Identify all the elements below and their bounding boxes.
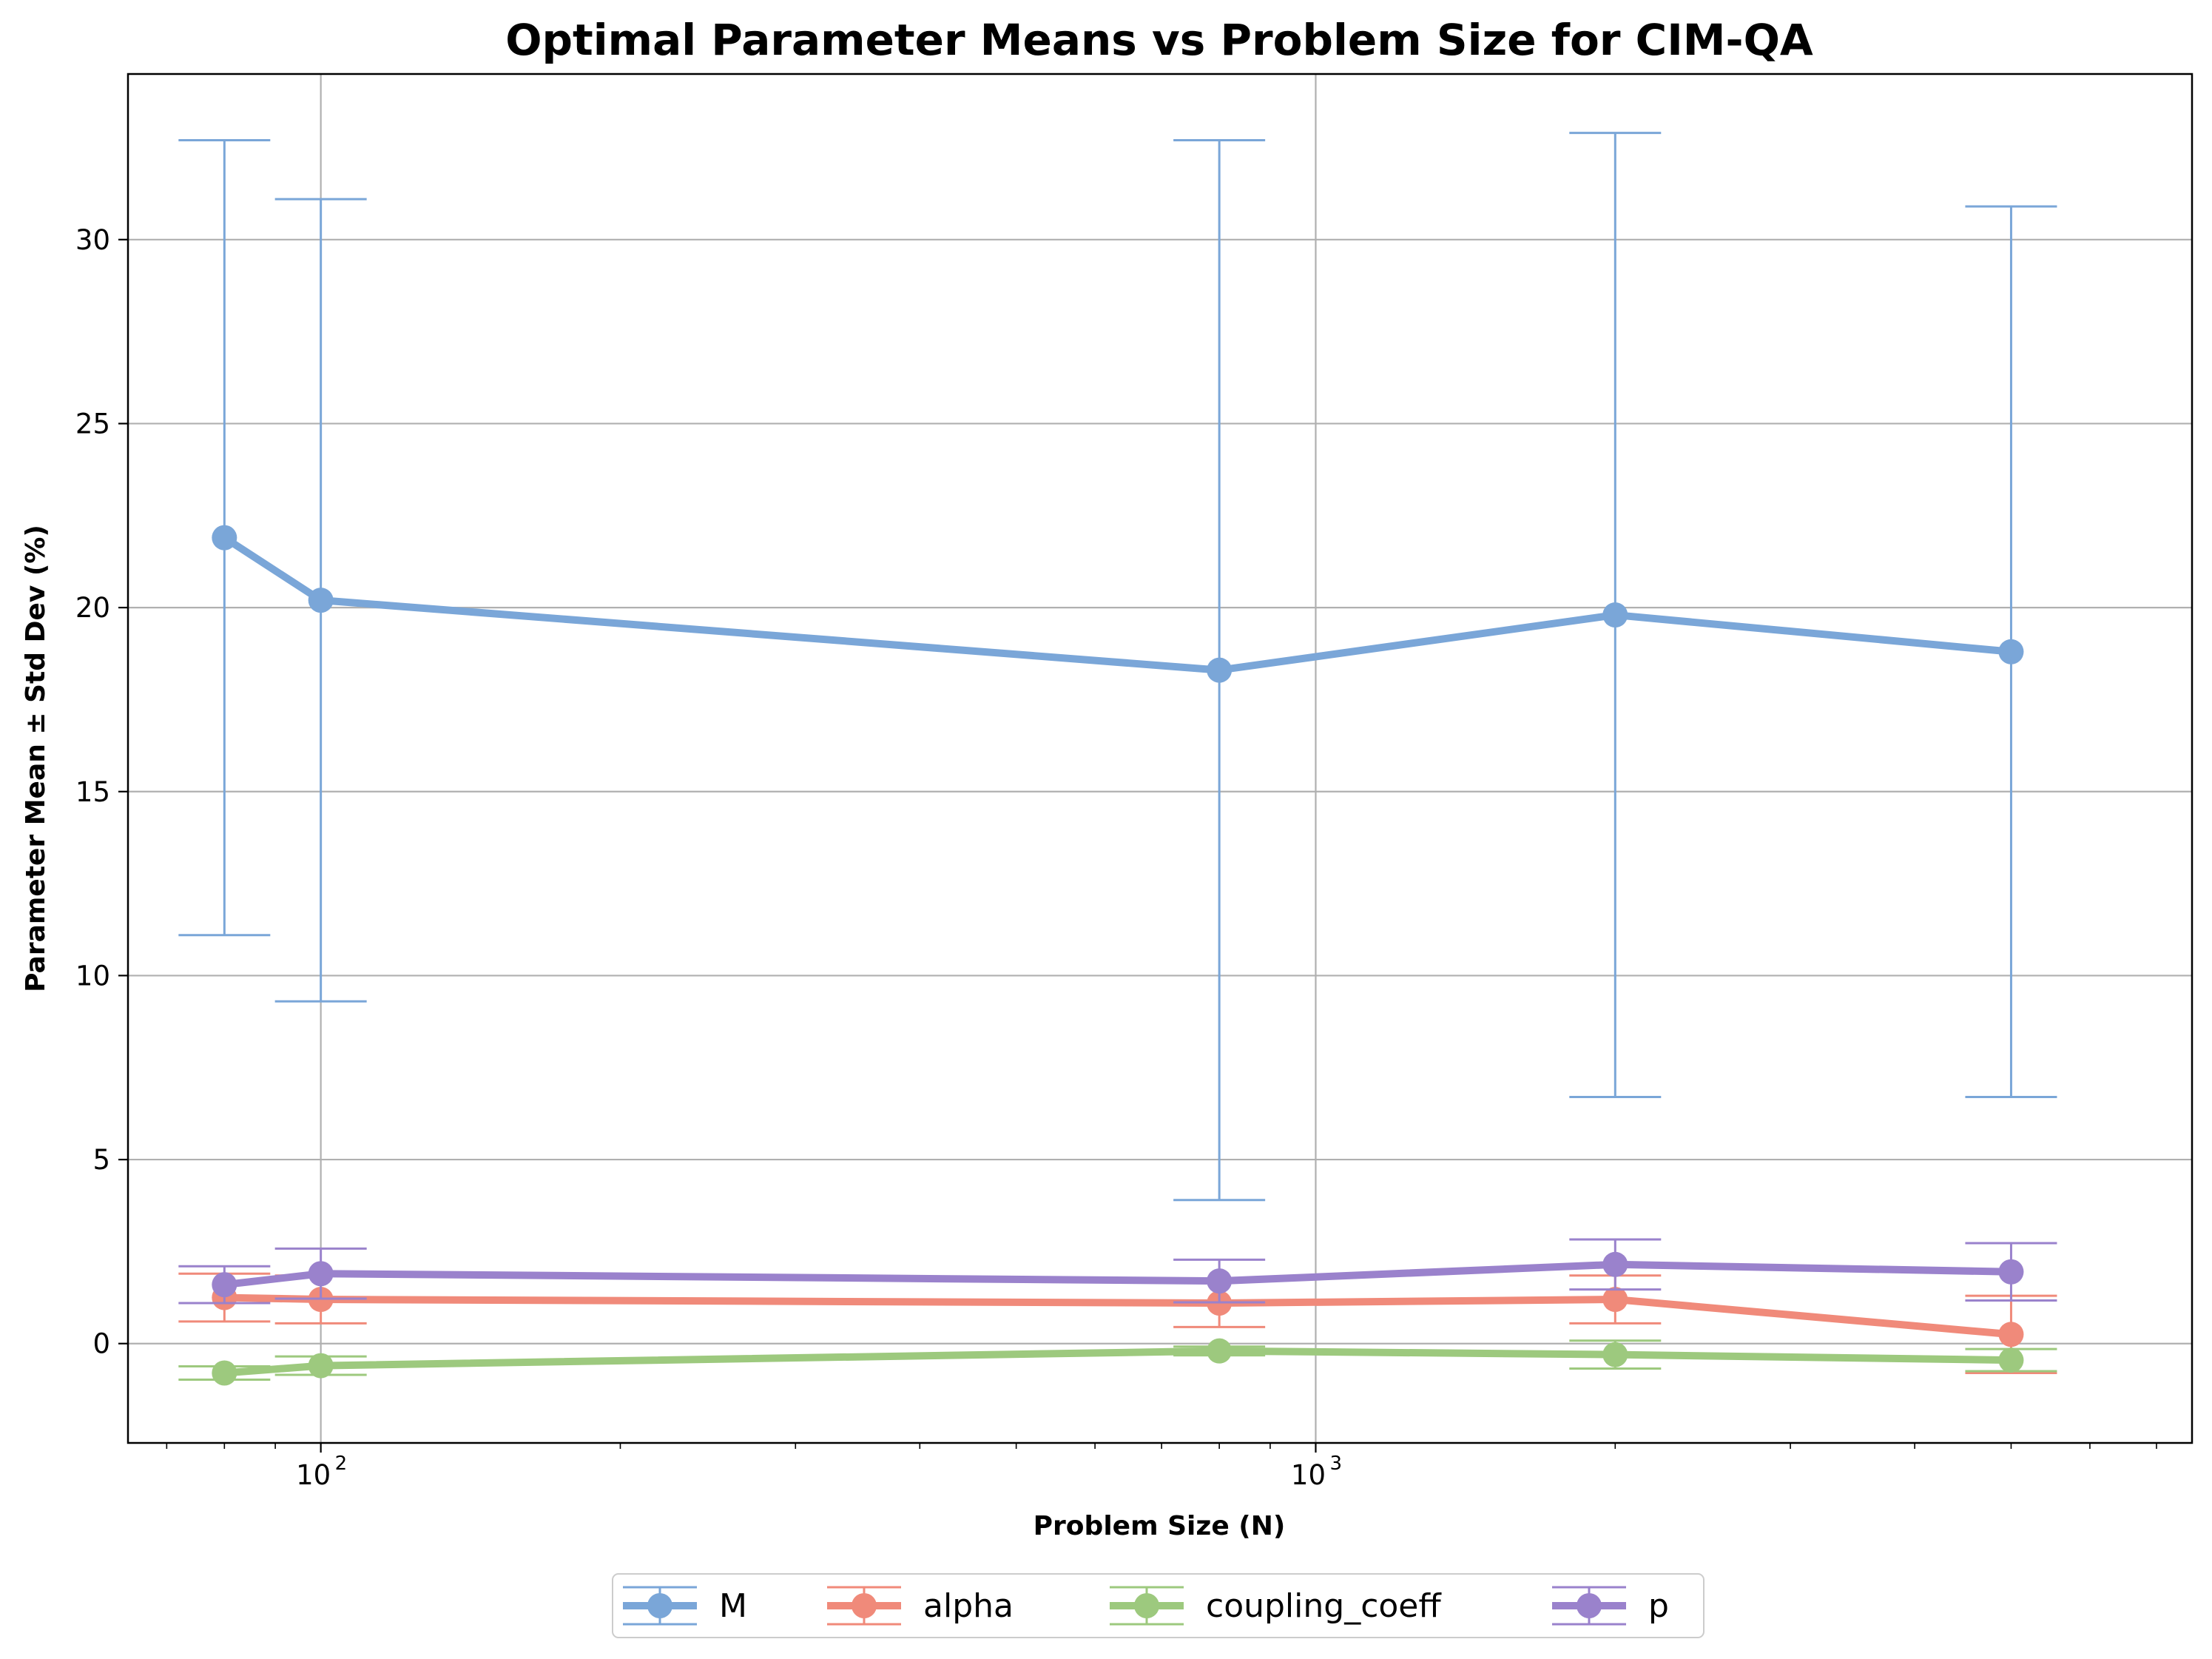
y-tick-label: 25: [75, 408, 110, 440]
data-point: [308, 1261, 334, 1287]
y-tick-label: 30: [75, 224, 110, 256]
x-tick-label-exponent: 2: [335, 1453, 348, 1475]
x-tick-label: 10: [296, 1459, 331, 1491]
legend-label: coupling_coeff: [1206, 1587, 1442, 1625]
grid: [128, 74, 2192, 1443]
data-point: [1207, 1268, 1233, 1294]
y-tick-label: 15: [75, 776, 110, 808]
data-point: [1602, 1287, 1628, 1313]
data-point: [1998, 639, 2024, 664]
legend-marker: [1134, 1593, 1159, 1618]
plot-frame: [127, 73, 2194, 1444]
legend-item-M: M: [623, 1586, 747, 1626]
legend-item-p: p: [1552, 1586, 1669, 1626]
data-point: [1207, 657, 1233, 683]
series-coupling_coeff: [178, 1338, 2057, 1386]
legend-marker: [1577, 1593, 1602, 1618]
y-tick-label: 5: [92, 1144, 110, 1176]
data-point: [1602, 1342, 1628, 1367]
data-point: [1207, 1338, 1233, 1364]
data-point: [212, 1360, 237, 1386]
legend-marker: [852, 1593, 877, 1618]
legend-item-alpha: alpha: [827, 1586, 1014, 1626]
data-point: [1998, 1259, 2024, 1285]
data-point: [1998, 1322, 2024, 1347]
data-point: [308, 1353, 334, 1379]
y-tick-label: 10: [75, 960, 110, 992]
series-M: [178, 132, 2057, 1202]
chart-title: Optimal Parameter Means vs Problem Size …: [505, 15, 1813, 65]
y-tick-label: 20: [75, 592, 110, 624]
legend-label: alpha: [923, 1587, 1014, 1625]
data-point: [308, 588, 334, 613]
x-tick-label-exponent: 3: [1329, 1453, 1342, 1475]
data-point: [1602, 602, 1628, 628]
legend-item-coupling_coeff: coupling_coeff: [1110, 1586, 1442, 1626]
x-tick-label: 10: [1291, 1459, 1326, 1491]
series-layer: [178, 132, 2057, 1386]
x-axis-label: Problem Size (N): [1033, 1511, 1286, 1541]
data-point: [212, 1272, 237, 1298]
y-tick-label: 0: [92, 1328, 110, 1360]
legend-marker: [647, 1593, 672, 1618]
data-point: [1998, 1347, 2024, 1373]
data-point: [1602, 1251, 1628, 1277]
legend-label: p: [1648, 1587, 1669, 1625]
data-point: [212, 525, 237, 551]
legend-label: M: [719, 1587, 747, 1625]
series-p: [178, 1238, 2057, 1305]
y-axis-label: Parameter Mean ± Std Dev (%): [21, 525, 51, 992]
